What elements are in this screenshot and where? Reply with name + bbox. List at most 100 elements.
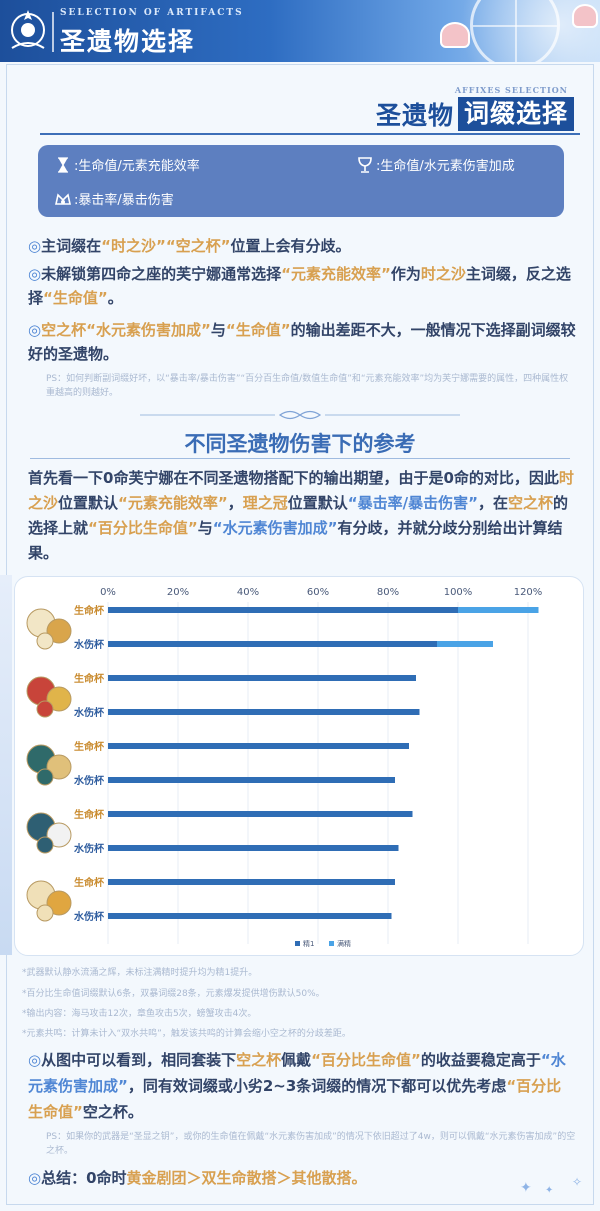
footnote-2: *百分比生命值词缀默认6条，双暴词缀28条，元素爆发提供增伤默认50%。 — [22, 989, 325, 999]
text: 的收益要稳定高于 — [420, 1051, 541, 1069]
summary: ◎总结：0命时黄金剧团＞双生命散搭＞其他散搭。 — [28, 1166, 576, 1190]
text: 与 — [210, 321, 226, 339]
section-title-right: 词缀选择 — [457, 97, 574, 131]
bar-refine1 — [108, 607, 458, 613]
bar-refine1 — [108, 743, 409, 749]
emblem-icon — [11, 10, 45, 49]
legend-sands-label: :生命值/元素充能效率 — [74, 159, 200, 174]
text: 佩戴 — [281, 1051, 312, 1069]
footnote-3: *输出内容：海马攻击12次，章鱼攻击5次，螃蟹攻击4次。 — [22, 1009, 257, 1019]
category-label: 水伤杯 — [73, 638, 105, 651]
bar-refine1 — [108, 709, 420, 715]
bar-refine1 — [108, 777, 395, 783]
artifact-set-icon — [36, 632, 54, 650]
chart-card: 0% 20% 40% 60% 80% 100% 120% 生命杯 水伤杯 生命杯 水伤杯 生命杯 水伤杯… — [14, 576, 584, 956]
highlight: 黄金剧团＞双生命散搭＞其他散搭。 — [126, 1169, 367, 1187]
highlight: “百分比生命值” — [311, 1051, 421, 1069]
highlight: “水元素伤害加成” — [86, 321, 211, 339]
highlight: “生命值” — [225, 321, 291, 339]
text: 位置上会有分歧。 — [230, 237, 351, 255]
section2-intro: 首先看一下0命芙宁娜在不同圣遗物搭配下的输出期望，由于是0命的对比，因此时之沙位… — [28, 466, 576, 566]
bar-refine1 — [108, 913, 392, 919]
title-underline — [40, 133, 580, 135]
legend-circlet-label: :暴击率/暴击伤害 — [74, 193, 174, 208]
highlight: “空之杯” — [165, 237, 231, 255]
legend-circlet: :暴击率/暴击伤害 — [54, 189, 174, 208]
text: ，同有效词缀或小劣2~3条词缀的情况下都可以优先考虑 — [127, 1077, 507, 1095]
x-tick-label: 120% — [514, 587, 543, 598]
text: 与 — [197, 519, 213, 537]
category-label: 水伤杯 — [73, 774, 105, 787]
cake-illustration-small — [572, 4, 598, 28]
ps-note-2: PS：如果你的武器是“圣显之钥”，或你的生命值在佩戴“水元素伤害加成”的情况下依… — [46, 1132, 576, 1156]
hourglass-icon — [57, 156, 69, 173]
ornament-divider — [140, 410, 460, 420]
footnote-1: *武器默认静水流涌之辉，未标注满精时提升均为精1提升。 — [22, 968, 258, 978]
category-label: 水伤杯 — [73, 842, 105, 855]
bullet-icon: ◎ — [28, 265, 42, 283]
cake-illustration — [440, 22, 470, 48]
x-tick-label: 0% — [100, 587, 116, 598]
legend-sands: :生命值/元素充能效率 — [54, 155, 200, 174]
x-tick-label: 80% — [377, 587, 399, 598]
conclusion-paragraph: ◎从图中可以看到，相同套装下空之杯佩戴“百分比生命值”的收益要稳定高于“水元素伤… — [28, 1047, 576, 1125]
text: 首先看一下0命芙宁娜在不同圣遗物搭配下的输出期望，由于是0命的对比，因此 — [28, 469, 559, 487]
bar-refine1 — [108, 811, 413, 817]
text: 作为 — [390, 265, 421, 283]
bar-refine1 — [108, 641, 437, 647]
text: 的输出差距不大，一般情况下选择副词缀较好的圣遗物。 — [28, 321, 576, 363]
category-label: 生命杯 — [74, 876, 105, 889]
bar-refine1 — [108, 675, 416, 681]
star-decoration-icon: ✧ — [572, 1175, 583, 1189]
text: ，在 — [478, 494, 509, 512]
text: ， — [227, 494, 243, 512]
header-subtitle: SELECTION OF ARTIFACTS — [60, 8, 244, 18]
legend-goblet: :生命值/水元素伤害加成 — [356, 155, 515, 174]
highlight: “百分比生命值” — [88, 519, 198, 537]
bar-refine5 — [437, 641, 493, 647]
text: 空之杯。 — [82, 1103, 143, 1121]
damage-comparison-chart: 0% 20% 40% 60% 80% 100% 120%生命杯水伤杯生命杯水伤杯生命杯水伤杯… — [26, 587, 543, 948]
text: 主词缀在 — [41, 237, 102, 255]
bar-refine1 — [108, 845, 399, 851]
text: 位置默认 — [287, 494, 348, 512]
header-title: 圣遗物选择 — [60, 27, 196, 56]
category-label: 生命杯 — [74, 808, 105, 821]
bullet-icon: ◎ — [28, 237, 42, 255]
artifact-set-icon — [36, 904, 54, 922]
artifact-set-icon — [46, 822, 72, 848]
circlet-icon — [55, 192, 71, 205]
text: 位置默认 — [58, 494, 119, 512]
ps-note-1: PS：如何判断副词缀好坏，以“暴击率/暴击伤害”“百分百生命值/数值生命值”和“… — [46, 374, 569, 398]
header-divider — [52, 12, 54, 52]
highlight: “暴击率/暴击伤害” — [347, 494, 478, 512]
highlight: “水元素伤害加成” — [212, 519, 338, 537]
legend-swatch — [295, 941, 300, 946]
footnote-4: *元素共鸣：计算未计入“双水共鸣”，触发该共鸣的计算会缩小空之杯的分歧差距。 — [22, 1029, 351, 1039]
x-tick-label: 40% — [237, 587, 259, 598]
star-decoration-icon: ✦ — [520, 1180, 532, 1196]
section2-underline — [30, 458, 570, 459]
x-tick-label: 60% — [307, 587, 329, 598]
legend-goblet-label: :生命值/水元素伤害加成 — [376, 159, 515, 174]
highlight: 时之沙 — [28, 469, 574, 512]
artifact-set-icon — [46, 754, 72, 780]
highlight: 空之杯 — [508, 494, 554, 512]
category-label: 水伤杯 — [73, 706, 105, 719]
artifact-set-icon — [36, 700, 54, 718]
bullet-icon: ◎ — [28, 321, 42, 339]
text: 从图中可以看到，相同套装下 — [41, 1051, 237, 1069]
goblet-icon — [358, 156, 372, 173]
category-label: 水伤杯 — [73, 910, 105, 923]
x-tick-label: 20% — [167, 587, 189, 598]
text: 总结：0命时 — [41, 1169, 127, 1187]
side-decoration — [0, 575, 12, 955]
text: 的选择上就 — [28, 494, 569, 537]
artifact-set-icon — [36, 836, 54, 854]
page-header: SELECTION OF ARTIFACTS 圣遗物选择 — [0, 0, 600, 62]
section2-title: 不同圣遗物伤害下的参考 — [184, 432, 416, 456]
legend-label: 满精 — [337, 939, 351, 948]
artifact-set-icon — [46, 618, 72, 644]
highlight: “元素充能效率” — [118, 494, 228, 512]
text: 。 — [107, 289, 123, 307]
